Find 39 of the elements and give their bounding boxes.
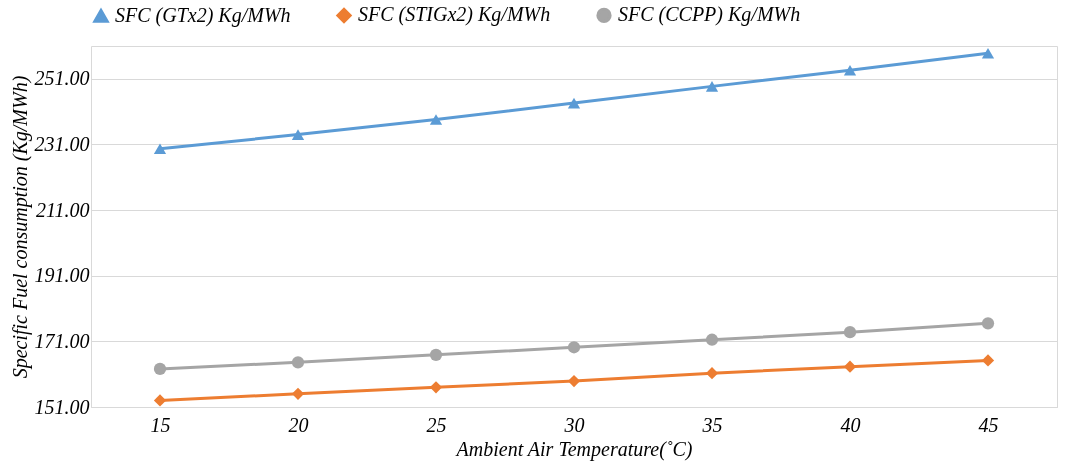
point <box>291 129 305 140</box>
y-tick-label: 251.00 <box>34 67 90 90</box>
x-axis-title: Ambient Air Temperature(˚C) <box>454 437 693 461</box>
point <box>567 374 581 388</box>
point <box>981 47 995 59</box>
point <box>429 114 443 125</box>
point <box>153 143 167 155</box>
x-tick-label: 30 <box>563 413 585 436</box>
point <box>705 367 719 380</box>
y-axis-title: Specific Fuel consumption (Kg/MWh) <box>8 75 32 379</box>
point <box>291 387 305 400</box>
x-tick-label: 15 <box>150 413 171 436</box>
point <box>843 360 857 373</box>
point <box>843 326 857 339</box>
x-tick-label: 40 <box>840 413 861 436</box>
y-tick-label: 231.00 <box>34 132 90 155</box>
point <box>567 97 581 109</box>
x-tick-label: 25 <box>426 413 447 436</box>
legend-label: SFC (STIGx2) Kg/MWh <box>358 3 551 27</box>
x-tick-label: 20 <box>288 413 309 436</box>
point <box>429 348 443 361</box>
point <box>981 354 995 367</box>
point <box>705 81 719 92</box>
point <box>705 333 719 346</box>
legend-label: SFC (CCPP) Kg/MWh <box>618 3 801 27</box>
x-tick-label: 45 <box>978 413 999 436</box>
point <box>291 356 305 369</box>
point <box>843 64 857 76</box>
legend-label: SFC (GTx2) Kg/MWh <box>115 3 291 27</box>
point <box>153 362 167 376</box>
point <box>981 317 995 330</box>
y-tick-label: 191.00 <box>34 264 90 287</box>
point <box>153 394 167 407</box>
point <box>567 341 581 354</box>
y-tick-label: 211.00 <box>35 198 90 221</box>
x-tick-label: 35 <box>701 413 723 436</box>
y-tick-label: 151.00 <box>34 395 90 418</box>
point <box>429 381 443 394</box>
y-tick-label: 171.00 <box>34 329 90 352</box>
